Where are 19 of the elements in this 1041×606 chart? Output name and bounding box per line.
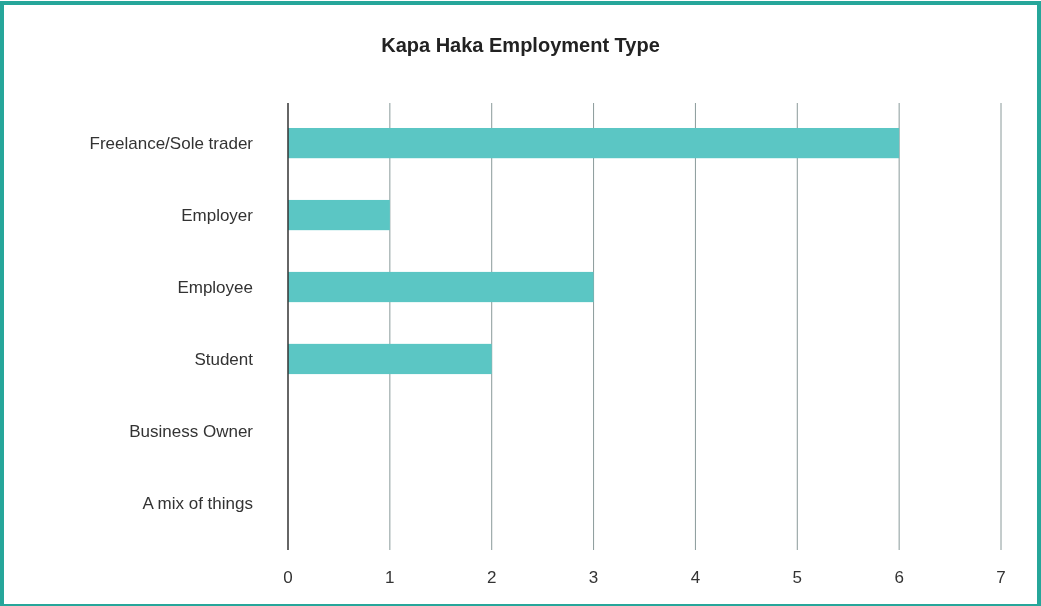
bar bbox=[288, 271, 594, 303]
bar bbox=[288, 127, 900, 159]
x-tick-label: 0 bbox=[283, 568, 293, 587]
y-tick-label: Student bbox=[194, 349, 254, 369]
x-tick-label: 6 bbox=[894, 568, 904, 587]
bar bbox=[288, 199, 390, 231]
x-tick-label: 5 bbox=[792, 568, 803, 587]
x-tick-label: 4 bbox=[690, 568, 701, 587]
x-tick-label: 1 bbox=[385, 568, 395, 587]
y-tick-label: Freelance/Sole trader bbox=[89, 134, 254, 154]
chart-title: Kapa Haka Employment Type bbox=[381, 34, 660, 56]
x-tick-label: 3 bbox=[588, 568, 599, 587]
y-tick-label: Employee bbox=[177, 277, 253, 297]
bar bbox=[288, 343, 492, 375]
x-tick-label: 2 bbox=[486, 568, 497, 587]
y-tick-label: Business Owner bbox=[129, 421, 254, 441]
y-tick-label: A mix of things bbox=[142, 493, 253, 513]
x-tick-label: 7 bbox=[996, 568, 1006, 587]
y-tick-label: Employer bbox=[181, 206, 254, 226]
